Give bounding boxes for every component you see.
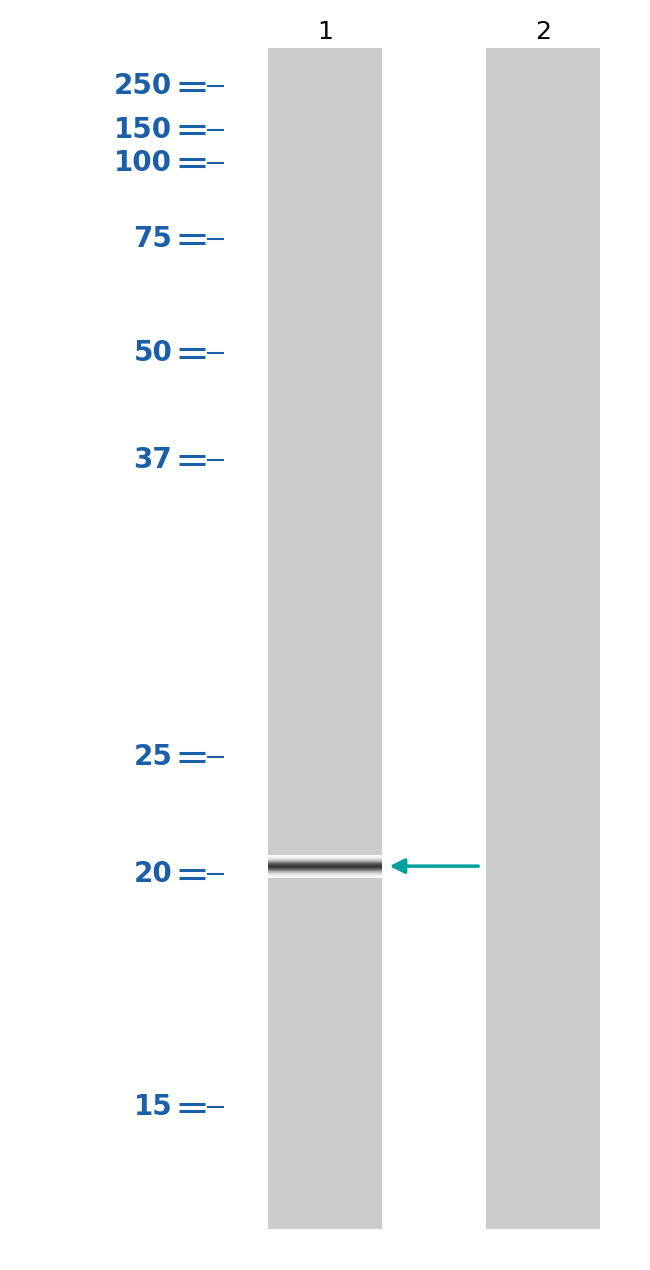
Text: 250: 250 [114, 72, 172, 100]
Text: 100: 100 [114, 149, 172, 177]
Text: 20: 20 [133, 860, 172, 888]
Text: 15: 15 [133, 1093, 172, 1121]
Text: 50: 50 [133, 339, 172, 367]
Text: 150: 150 [114, 116, 172, 144]
Text: 37: 37 [133, 446, 172, 474]
Text: 2: 2 [535, 20, 551, 43]
Text: 1: 1 [317, 20, 333, 43]
Bar [486, 48, 599, 1229]
Text: 25: 25 [133, 743, 172, 771]
Text: 75: 75 [133, 225, 172, 253]
Bar [268, 48, 382, 1229]
